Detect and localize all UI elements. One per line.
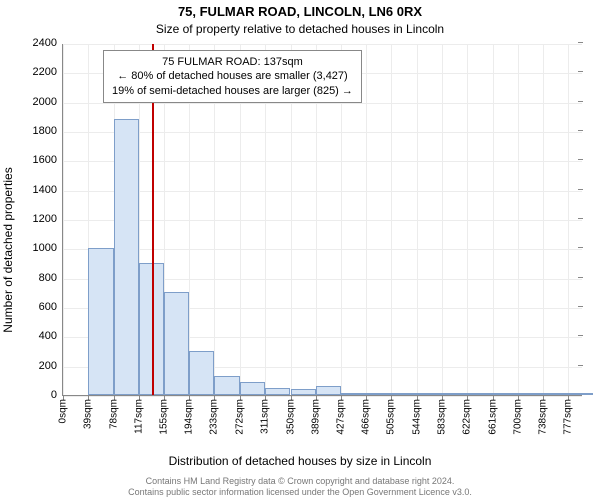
- gridline-h: [63, 249, 582, 250]
- histogram-bar: [164, 292, 189, 395]
- x-tick-label: 505sqm: [386, 395, 397, 435]
- y-tick-label: 1400: [33, 184, 63, 196]
- gridline-v: [518, 44, 519, 395]
- x-tick-label: 777sqm: [563, 395, 574, 435]
- x-tick-label: 622sqm: [462, 395, 473, 435]
- info-line-3: 19% of semi-detached houses are larger (…: [112, 84, 353, 98]
- footer-line-1: Contains HM Land Registry data © Crown c…: [0, 476, 600, 487]
- x-tick-label: 155sqm: [158, 395, 169, 435]
- gridline-v: [417, 44, 418, 395]
- histogram-bar: [467, 393, 492, 395]
- footer-line-2: Contains public sector information licen…: [0, 487, 600, 498]
- y-tick-label: 400: [39, 330, 63, 342]
- gridline-v: [391, 44, 392, 395]
- chart-subtitle: Size of property relative to detached ho…: [0, 22, 600, 36]
- histogram-bar: [189, 351, 214, 395]
- x-tick-label: 389sqm: [310, 395, 321, 435]
- x-tick-label: 700sqm: [513, 395, 524, 435]
- histogram-bar: [543, 393, 568, 395]
- y-tick-label: 200: [39, 360, 63, 372]
- histogram-bar: [568, 393, 593, 395]
- y-tick-label: 1800: [33, 125, 63, 137]
- x-tick-label: 194sqm: [184, 395, 195, 435]
- histogram-bar: [240, 382, 265, 395]
- histogram-bar: [291, 389, 316, 395]
- histogram-bar: [341, 393, 366, 395]
- y-tick-mark: [578, 306, 583, 307]
- x-tick-label: 738sqm: [537, 395, 548, 435]
- marker-info-box: 75 FULMAR ROAD: 137sqm ← 80% of detached…: [103, 50, 362, 103]
- y-tick-label: 2200: [33, 66, 63, 78]
- x-tick-label: 311sqm: [260, 395, 271, 434]
- histogram-bar: [493, 393, 518, 395]
- gridline-h: [63, 220, 582, 221]
- histogram-bar: [391, 393, 416, 395]
- property-size-histogram: 75, FULMAR ROAD, LINCOLN, LN6 0RX Size o…: [0, 0, 600, 500]
- gridline-v: [568, 44, 569, 395]
- histogram-bar: [214, 376, 239, 395]
- gridline-v: [442, 44, 443, 395]
- y-axis-label: Number of detached properties: [1, 167, 15, 332]
- y-tick-mark: [578, 277, 583, 278]
- x-axis-label: Distribution of detached houses by size …: [0, 454, 600, 468]
- gridline-h: [63, 161, 582, 162]
- y-tick-label: 600: [39, 301, 63, 313]
- histogram-bar: [366, 393, 391, 395]
- x-tick-label: 583sqm: [436, 395, 447, 435]
- histogram-bar: [417, 393, 442, 395]
- gridline-v: [543, 44, 544, 395]
- y-tick-mark: [578, 335, 583, 336]
- y-tick-label: 1000: [33, 242, 63, 254]
- y-tick-mark: [578, 189, 583, 190]
- x-tick-label: 466sqm: [360, 395, 371, 435]
- histogram-bar: [114, 119, 139, 395]
- y-tick-mark: [578, 218, 583, 219]
- gridline-v: [366, 44, 367, 395]
- histogram-bar: [316, 386, 341, 395]
- histogram-bar: [518, 393, 543, 395]
- x-tick-label: 78sqm: [108, 395, 119, 429]
- histogram-bar: [265, 388, 290, 395]
- chart-footer: Contains HM Land Registry data © Crown c…: [0, 476, 600, 498]
- histogram-bar: [442, 393, 467, 395]
- y-tick-label: 800: [39, 272, 63, 284]
- gridline-h: [63, 191, 582, 192]
- y-tick-mark: [578, 101, 583, 102]
- y-tick-label: 2400: [33, 37, 63, 49]
- x-tick-label: 117sqm: [134, 395, 145, 434]
- y-tick-mark: [578, 365, 583, 366]
- gridline-h: [63, 132, 582, 133]
- y-tick-mark: [578, 42, 583, 43]
- y-tick-mark: [578, 71, 583, 72]
- chart-title: 75, FULMAR ROAD, LINCOLN, LN6 0RX: [0, 4, 600, 19]
- plot-area: 0200400600800100012001400160018002000220…: [62, 44, 582, 396]
- gridline-h: [63, 44, 582, 45]
- y-tick-label: 1200: [33, 213, 63, 225]
- y-tick-mark: [578, 159, 583, 160]
- x-tick-label: 0sqm: [58, 395, 69, 423]
- y-tick-mark: [578, 247, 583, 248]
- y-tick-label: 1600: [33, 154, 63, 166]
- gridline-v: [467, 44, 468, 395]
- info-line-2: ← 80% of detached houses are smaller (3,…: [112, 69, 353, 83]
- x-tick-label: 272sqm: [234, 395, 245, 435]
- gridline-v: [493, 44, 494, 395]
- y-tick-mark: [578, 130, 583, 131]
- x-tick-label: 544sqm: [411, 395, 422, 435]
- gridline-v: [63, 44, 64, 395]
- y-tick-label: 2000: [33, 96, 63, 108]
- x-tick-label: 427sqm: [335, 395, 346, 435]
- x-tick-label: 39sqm: [83, 395, 94, 429]
- x-tick-label: 661sqm: [487, 395, 498, 435]
- info-line-1: 75 FULMAR ROAD: 137sqm: [112, 55, 353, 69]
- x-tick-label: 350sqm: [285, 395, 296, 435]
- histogram-bar: [88, 248, 113, 395]
- x-tick-label: 233sqm: [209, 395, 220, 435]
